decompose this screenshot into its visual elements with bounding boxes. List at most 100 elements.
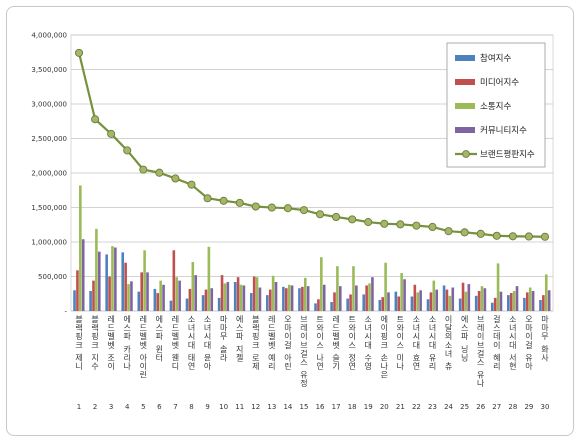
bar (95, 228, 98, 311)
legend-label: 커뮤니티지수 (480, 125, 527, 136)
bar (76, 270, 79, 311)
bar (217, 297, 221, 311)
rank-label: 20 (380, 403, 389, 411)
bar (461, 282, 465, 311)
bar (371, 277, 374, 311)
legend-swatch (455, 103, 475, 109)
bar (432, 280, 436, 311)
line-point (107, 129, 116, 138)
bar (507, 295, 510, 311)
bar (547, 290, 551, 311)
bar (352, 266, 355, 311)
line-point (476, 229, 485, 238)
bar (92, 280, 95, 311)
legend-swatch (455, 55, 475, 61)
bar (349, 294, 352, 311)
y-tick-label: 3,000,000 (31, 101, 67, 109)
line-point (187, 180, 196, 189)
bar (303, 277, 307, 311)
bar (451, 287, 455, 311)
bar (178, 280, 181, 311)
brand-reputation-chart: - 500,000 1,000,000 1,500,000 2,000,000 2,500… (31, 32, 554, 411)
line-point (348, 215, 357, 224)
bar (204, 289, 208, 311)
rank-label: 10 (219, 403, 228, 411)
bar (223, 283, 227, 311)
y-tick-label: 2,500,000 (31, 135, 67, 143)
rank-label: 16 (316, 403, 325, 411)
bar (429, 292, 433, 311)
rank-label: 11 (235, 403, 244, 411)
line-point (412, 221, 421, 230)
line-point (74, 48, 84, 57)
y-tick-label: 3,500,000 (31, 66, 67, 74)
y-tick-label: - (64, 308, 67, 316)
bar (483, 288, 487, 311)
legend-swatch (455, 79, 475, 85)
y-tick-label: 500,000 (38, 273, 67, 281)
bar (79, 185, 82, 311)
bar (274, 282, 278, 311)
line-point (251, 202, 260, 211)
bar (255, 277, 259, 311)
bar (188, 288, 192, 311)
bar (105, 254, 108, 311)
bar (162, 284, 165, 311)
bar (542, 295, 545, 311)
bar (130, 281, 133, 311)
rank-label: 25 (460, 403, 469, 411)
bar (233, 282, 237, 311)
bar (544, 274, 548, 311)
bar (175, 277, 179, 311)
line-point (444, 227, 453, 236)
line-point (155, 168, 164, 177)
legend-marker (462, 150, 470, 158)
bar (493, 297, 497, 311)
line-point (492, 231, 501, 240)
rank-label: 18 (348, 403, 357, 411)
legend-label: 참여지수 (480, 53, 511, 64)
rank-label: 1 (77, 403, 81, 411)
bar (98, 251, 101, 311)
bar (333, 292, 336, 311)
rank-label: 4 (125, 403, 130, 411)
bar (239, 284, 243, 311)
bar (301, 286, 304, 311)
line-point (460, 228, 469, 237)
bar (346, 298, 349, 311)
bar (287, 284, 291, 311)
bar (143, 250, 146, 311)
line-point (332, 212, 341, 222)
rank-label: 9 (205, 403, 209, 411)
rank-label: 8 (189, 403, 193, 411)
bar (403, 279, 406, 311)
rank-label: 13 (267, 403, 276, 411)
bar (400, 273, 403, 311)
bar (252, 276, 256, 311)
bar (153, 288, 157, 311)
line-point (91, 115, 100, 124)
bar (89, 290, 92, 311)
bar (509, 293, 513, 311)
rank-label: 6 (157, 403, 162, 411)
bar (156, 293, 160, 311)
bar (317, 299, 320, 311)
bar (355, 285, 358, 311)
bar (191, 262, 195, 311)
bar (266, 295, 269, 311)
